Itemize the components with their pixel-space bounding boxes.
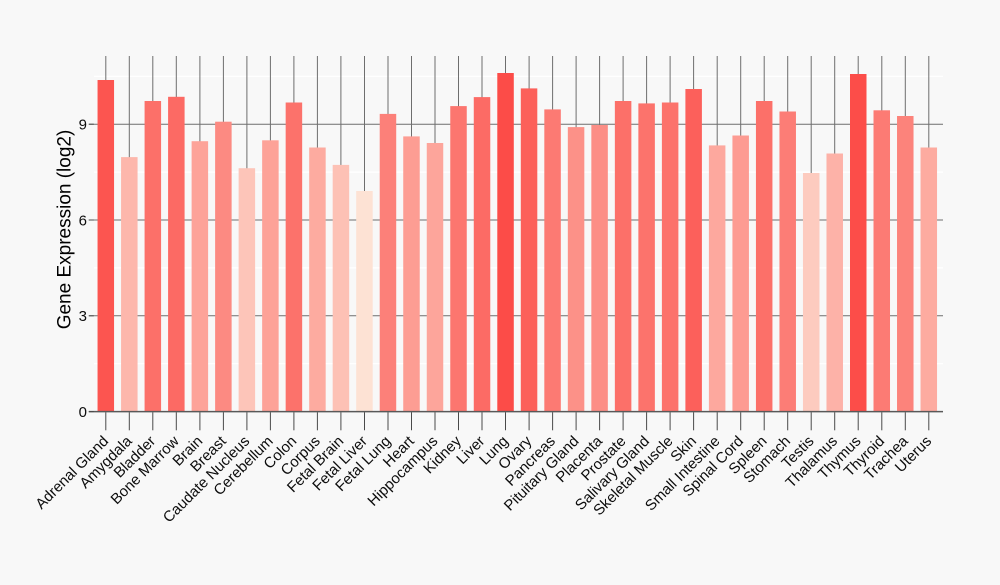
svg-text:Gene Expression (log2): Gene Expression (log2) (55, 130, 76, 330)
svg-text:6: 6 (79, 212, 87, 229)
svg-text:3: 3 (79, 308, 87, 325)
svg-text:0: 0 (79, 404, 87, 421)
svg-text:9: 9 (79, 117, 87, 134)
